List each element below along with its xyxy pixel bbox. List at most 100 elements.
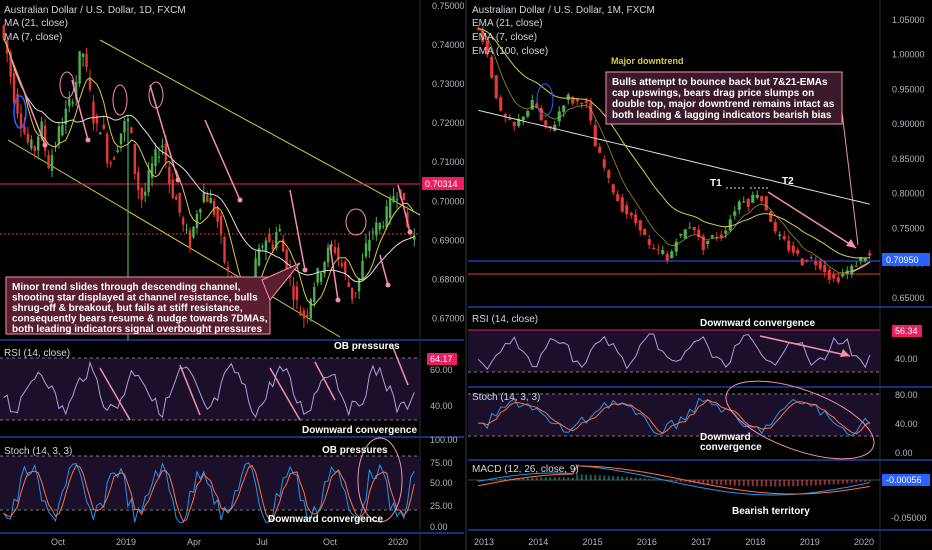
macd-bar <box>553 477 556 481</box>
right-stoch-div-text-2: convergence <box>700 442 762 453</box>
right-annotation-line-2: cap upswings, bears drag price slumps on <box>612 88 814 99</box>
candle-body <box>9 52 12 77</box>
candle-body <box>361 260 364 280</box>
right-ema21-line <box>478 27 870 259</box>
candle-body <box>710 235 714 238</box>
candle-body <box>216 207 219 222</box>
candle-body <box>544 120 548 126</box>
left-annotation-line-2: shooting star displayed at channel resis… <box>12 293 258 304</box>
candle-body <box>85 53 88 67</box>
right-candles <box>476 25 872 285</box>
candle-body <box>150 163 154 178</box>
left-rsi-tick-40: 40.00 <box>430 401 453 411</box>
candle-body <box>827 269 831 280</box>
left-time-axis[interactable]: Oct 2019 Apr Jul Oct 2020 <box>51 537 408 547</box>
macd-bar <box>742 480 745 486</box>
candle-body <box>92 101 95 124</box>
macd-bar <box>607 475 610 481</box>
macd-bar <box>571 477 574 481</box>
macd-bar <box>787 480 790 487</box>
trend-arrow-head <box>407 229 413 235</box>
right-macd-badge-text: -0.00056 <box>886 475 922 485</box>
right-ema100-line <box>478 109 870 205</box>
time-tick-label: 2019 <box>800 537 820 547</box>
trend-arrow <box>289 189 306 271</box>
macd-bar <box>522 477 525 481</box>
left-price-axis[interactable]: 0.75000 0.74000 0.73000 0.72000 0.71000 0.700… <box>432 1 465 323</box>
candle-body <box>616 194 620 202</box>
candle-body <box>530 100 534 110</box>
candle-body <box>123 121 126 133</box>
t1-label: T1 <box>710 178 722 189</box>
macd-bar <box>859 480 862 483</box>
candle-body <box>137 171 140 191</box>
right-rsi-tick-40: 40.00 <box>895 354 918 364</box>
left-chart[interactable]: Australian Dollar / U.S. Dollar, 1D, FXC… <box>0 0 465 550</box>
left-annotation-line-4: consequently bears resume & nudge toward… <box>12 314 268 325</box>
trend-arrow <box>204 119 241 201</box>
macd-bar <box>526 477 529 481</box>
candle-body <box>557 111 561 122</box>
trend-arrow <box>329 244 339 301</box>
candle-body <box>643 228 647 236</box>
right-time-axis[interactable]: 2013 2014 2015 2016 2017 2018 2019 2020 <box>474 537 874 547</box>
left-stoch-label: Stoch (14, 3, 3) <box>4 446 72 457</box>
candle-body <box>368 239 371 252</box>
price-tick-label: 0.95000 <box>892 84 925 94</box>
macd-bar <box>837 480 840 485</box>
trend-arrow <box>149 84 179 181</box>
candle-body <box>503 114 507 118</box>
candle-body <box>37 136 40 151</box>
right-stoch-tick-80: 80.00 <box>895 390 918 400</box>
candle-body <box>755 194 759 198</box>
macd-bar <box>796 480 799 487</box>
right-annotation-line-4: both leading & lagging indicators bearis… <box>612 110 832 121</box>
candle-body <box>219 215 223 235</box>
candle-body <box>773 221 777 232</box>
right-macd-signal <box>478 465 870 495</box>
candle-body <box>309 299 312 319</box>
time-tick-label: Apr <box>187 537 201 547</box>
trend-arrow <box>397 184 411 233</box>
candle-body <box>868 253 872 256</box>
candle-body <box>30 139 33 149</box>
right-blue-ellipse <box>536 83 554 117</box>
candle-body <box>395 199 399 201</box>
candle-body <box>589 102 593 121</box>
candle-body <box>769 211 773 222</box>
candle-body <box>620 197 624 212</box>
candle-body <box>2 25 5 39</box>
candle-body <box>566 94 570 100</box>
candle-body <box>688 227 692 229</box>
candle-body <box>95 115 99 124</box>
candle-body <box>499 97 503 111</box>
price-tick-label: 0.70000 <box>432 196 465 206</box>
candle-body <box>299 311 302 316</box>
left-annotation-box <box>5 276 271 335</box>
candle-body <box>350 287 354 300</box>
right-chart[interactable]: Australian Dollar / U.S. Dollar, 1M, FXC… <box>468 0 932 550</box>
candle-body <box>796 250 800 254</box>
left-stoch-div-text: Downward convergence <box>268 514 383 525</box>
channel-upper-line <box>99 39 421 216</box>
macd-bar <box>810 480 813 486</box>
candle-body <box>281 239 285 252</box>
candle-body <box>168 166 171 184</box>
candle-body <box>19 113 23 128</box>
macd-bar <box>783 480 786 487</box>
candle-body <box>634 214 638 224</box>
candle-body <box>764 196 768 211</box>
candle-body <box>209 197 212 204</box>
left-stoch-ellipse <box>357 437 403 523</box>
candle-body <box>71 101 74 104</box>
candle-body <box>593 125 597 147</box>
right-rsi-line <box>477 333 871 370</box>
macd-bar <box>805 480 808 486</box>
candle-body <box>278 229 281 232</box>
left-rsi-arrows <box>99 344 409 421</box>
candle-body <box>494 75 498 99</box>
candle-body <box>175 196 178 200</box>
right-legend-ema21: EMA (21, close) <box>472 18 543 29</box>
candle-body <box>74 81 78 99</box>
candle-body <box>791 245 795 253</box>
